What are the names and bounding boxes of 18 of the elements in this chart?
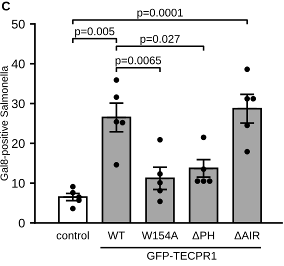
y-tick-label: 50 <box>12 20 25 29</box>
x-tick-label: control <box>56 231 89 240</box>
x-tick-label: ΔAIR <box>234 232 260 240</box>
text: p=0.0001 <box>137 8 183 19</box>
y-tick-label: 30 <box>12 99 25 108</box>
annotation: p=0.027 <box>140 34 180 46</box>
y-axis-title: Gal8-positive Salmonella <box>0 66 10 181</box>
x-tick-label: WT <box>108 232 125 240</box>
y-tick-label: 20 <box>12 139 25 148</box>
annotation: p=0.005 <box>75 27 114 38</box>
y-tick-label: 10 <box>12 178 25 188</box>
y-tick-label: 0 <box>18 218 25 228</box>
x-tick-label: W154A <box>142 232 178 240</box>
text: GFP-TECPR1 <box>147 252 216 260</box>
annotation: p=0.0065 <box>116 56 162 67</box>
y-tick-label: 40 <box>12 60 25 68</box>
text: C <box>2 2 10 11</box>
x-tick-label: ΔPH <box>192 232 214 240</box>
